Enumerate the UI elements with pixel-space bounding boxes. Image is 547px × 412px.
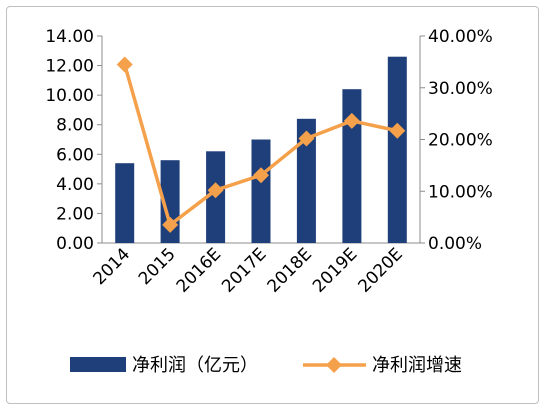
left-tick-label: 14.00 (45, 27, 94, 47)
bar-2020E (387, 56, 407, 244)
left-tick-label: 0.00 (56, 234, 94, 254)
point-2019E (343, 112, 360, 129)
point-2014 (116, 56, 133, 73)
left-tick-label: 6.00 (56, 145, 94, 165)
left-tick-label: 8.00 (56, 116, 94, 136)
left-axis-ticks: 0.00 2.00 4.00 6.00 8.00 10.00 12.00 14.00 (45, 27, 102, 254)
x-tick-label: 2014 (90, 244, 135, 289)
left-tick-label: 12.00 (45, 57, 94, 77)
bar-2017E (251, 139, 271, 243)
left-tick-label: 4.00 (56, 175, 94, 195)
right-tick-label: 0.00% (428, 234, 482, 254)
right-tick-label: 20.00% (428, 131, 493, 151)
point-2017E (253, 167, 269, 184)
x-tick-label: 2016E (173, 244, 225, 296)
x-tick-label: 2018E (264, 244, 316, 296)
bar-2019E (342, 89, 362, 243)
x-tick-label: 2020E (354, 244, 406, 296)
x-tick-label: 2019E (309, 244, 361, 296)
right-tick-label: 30.00% (428, 79, 493, 99)
chart-frame (6, 6, 539, 404)
legend: 净利润（亿元） 净利润增速 (70, 355, 462, 376)
x-tick-label: 2017E (218, 244, 270, 296)
right-tick-label: 40.00% (428, 27, 493, 47)
point-2020E (389, 122, 406, 139)
line-series (116, 56, 406, 233)
right-tick-label: 10.00% (428, 182, 493, 202)
point-2018E (298, 130, 315, 147)
point-2016E (207, 182, 224, 199)
bar-series (115, 56, 407, 244)
legend-swatch-bar (70, 357, 126, 372)
point-2015 (162, 216, 179, 233)
legend-marker-diamond (326, 357, 342, 373)
left-tick-label: 2.00 (56, 204, 94, 224)
legend-label-line: 净利润增速 (372, 355, 462, 376)
right-axis-ticks: 0.00% 10.00% 20.00% 30.00% 40.00% (420, 27, 493, 254)
left-tick-label: 10.00 (45, 86, 94, 106)
bar-2014 (115, 163, 135, 243)
legend-label-bar: 净利润（亿元） (132, 355, 258, 376)
bar-2018E (296, 118, 316, 243)
